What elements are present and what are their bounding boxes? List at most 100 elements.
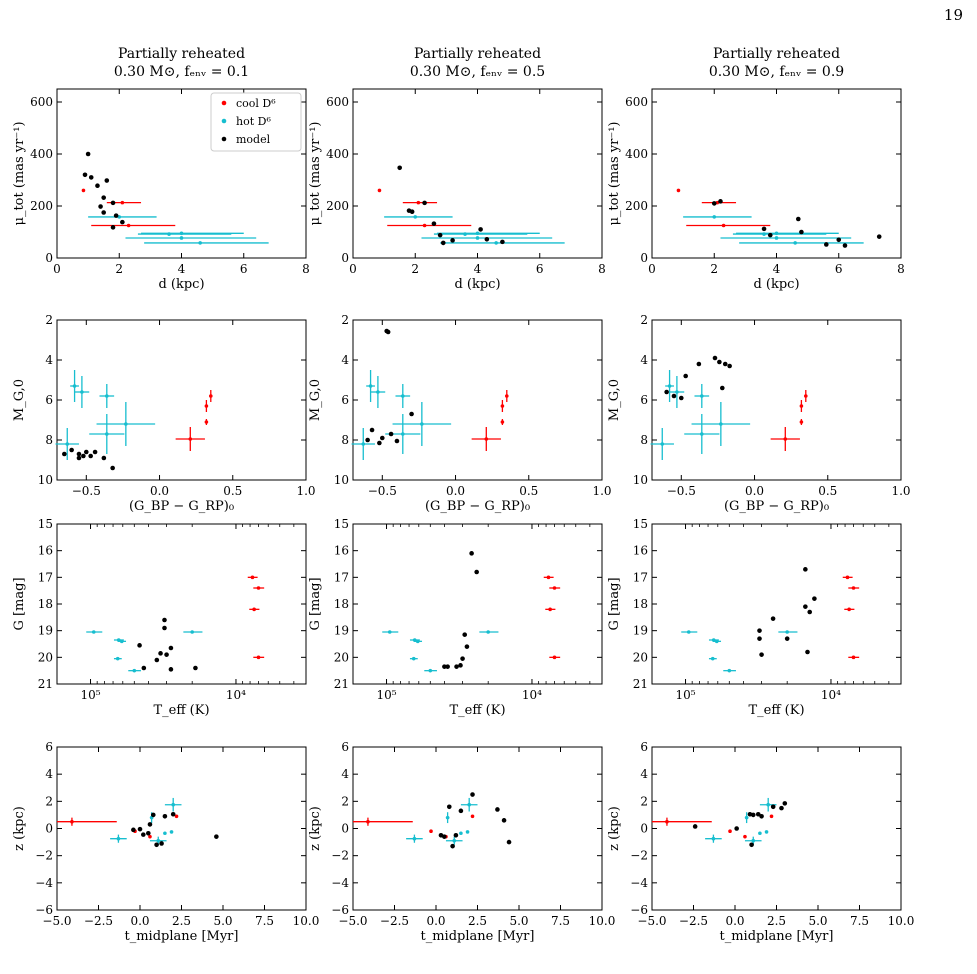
model-point <box>168 645 174 651</box>
x-tick-label: 7.5 <box>255 914 274 928</box>
x-tick-label: −5.0 <box>42 914 71 928</box>
hot-point <box>712 639 722 644</box>
hot-marker <box>445 815 450 820</box>
model-point <box>506 839 512 845</box>
y-tick-label: 16 <box>38 544 53 558</box>
x-tick-label: 8 <box>598 262 606 276</box>
model-point <box>450 843 455 849</box>
y-tick-label: 4 <box>640 767 648 781</box>
plot-frame <box>352 523 603 685</box>
hot-marker <box>475 231 480 236</box>
hot-point <box>778 630 798 634</box>
hot-marker <box>428 668 433 673</box>
hot-marker <box>467 802 472 807</box>
y-axis-label: z (kpc) <box>12 806 27 851</box>
y-axis-label: M_G,0 <box>607 379 622 421</box>
cool-marker <box>743 834 747 839</box>
model-point <box>385 329 391 335</box>
y-tick-label: 6 <box>45 740 53 754</box>
cool-marker <box>70 819 74 824</box>
y-tick-label: 18 <box>38 597 53 611</box>
model-point <box>76 451 82 457</box>
cool-point <box>91 223 176 228</box>
x-tick-label: 10.0 <box>888 914 915 928</box>
hot-marker <box>179 236 184 240</box>
model-point <box>799 229 804 235</box>
x-tick-label: −2.5 <box>679 914 708 928</box>
model-point <box>141 665 147 671</box>
y-tick-label: 20 <box>334 650 349 664</box>
model-point <box>842 243 848 248</box>
cool-point <box>500 400 505 412</box>
hot-point <box>384 215 453 219</box>
model-point <box>88 175 94 180</box>
model-point <box>734 826 739 831</box>
model-point <box>69 447 74 453</box>
model-point <box>671 393 677 399</box>
cool-point <box>844 607 855 612</box>
hot-point <box>720 236 852 240</box>
cool-marker <box>552 586 557 590</box>
model-point <box>137 826 143 832</box>
hot-point <box>395 384 411 408</box>
hot-marker <box>758 831 762 836</box>
cool-marker <box>422 223 427 228</box>
y-tick-label: 8 <box>341 433 349 447</box>
model-point <box>501 818 507 823</box>
cool-point <box>769 814 774 819</box>
model-point <box>446 804 452 810</box>
model-point <box>76 455 82 461</box>
hot-point <box>708 656 717 661</box>
cool-point <box>253 655 265 660</box>
y-tick-label: 21 <box>334 677 349 691</box>
legend-cool-marker <box>221 100 227 106</box>
model-point <box>150 812 156 818</box>
hot-point <box>665 370 674 402</box>
hot-marker <box>465 830 470 834</box>
hot-point <box>382 630 399 634</box>
cool-marker <box>783 437 788 441</box>
x-tick-label: 0 <box>53 262 61 276</box>
hot-point <box>141 231 244 236</box>
cool-point <box>743 834 747 839</box>
model-point <box>409 411 414 417</box>
hot-marker <box>727 668 732 673</box>
hot-point <box>96 402 156 446</box>
cool-point <box>770 427 800 451</box>
panel-title-line2: 0.30 M⊙, fₑₙᵥ = 0.9 <box>709 64 844 80</box>
x-tick-label: 6 <box>240 262 248 276</box>
model-point <box>683 373 688 379</box>
y-tick-label: 6 <box>341 393 349 407</box>
x-tick-label: −5.0 <box>637 914 666 928</box>
model-point <box>409 209 415 215</box>
x-axis-label: (G_BP − G_RP)₀ <box>129 499 234 514</box>
model-point <box>101 210 106 215</box>
model-point <box>755 811 761 817</box>
model-point <box>462 632 468 637</box>
cool-point <box>549 655 561 660</box>
plot-frame <box>352 746 603 911</box>
x-axis-label: T_eff (K) <box>449 703 505 718</box>
legend-box <box>210 92 302 152</box>
cool-point <box>377 188 382 193</box>
model-point <box>147 822 153 827</box>
hot-point <box>684 414 720 454</box>
cool-marker <box>204 404 209 408</box>
hot-point <box>736 231 839 236</box>
model-point <box>379 435 385 441</box>
hot-marker <box>452 838 457 843</box>
hot-point <box>479 630 499 634</box>
model-point <box>484 236 490 242</box>
model-point <box>137 643 142 648</box>
x-tick-label: 10⁴ <box>821 688 841 702</box>
legend-model-label: model <box>236 133 271 146</box>
model-point <box>824 242 829 247</box>
hot-marker <box>667 384 672 388</box>
x-tick-label: 2 <box>411 262 419 276</box>
model-point <box>369 427 375 433</box>
hot-point <box>694 384 710 408</box>
plot-frame <box>651 746 902 911</box>
panel-title-line1: Partially reheated <box>118 46 245 62</box>
legend: cool D⁶ hot D⁶ model <box>210 92 302 152</box>
model-point <box>470 792 475 797</box>
